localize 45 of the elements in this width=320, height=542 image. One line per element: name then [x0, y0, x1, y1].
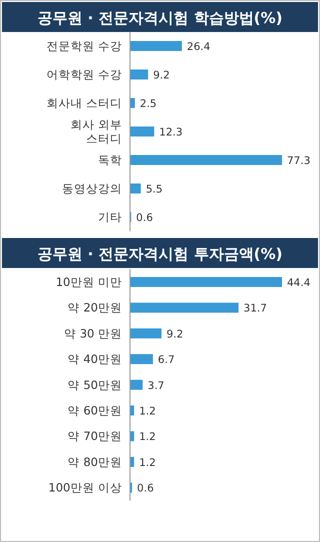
- y-tick-label: 회사 외부 스터디: [70, 118, 122, 146]
- data-label: 5.5: [146, 184, 163, 196]
- bar: [130, 126, 154, 136]
- bar: [130, 380, 143, 390]
- data-label: 2.5: [140, 98, 157, 110]
- data-label: 12.3: [159, 126, 183, 138]
- bar: [130, 354, 153, 364]
- bar: [130, 98, 135, 108]
- y-tick-label: 기타: [98, 210, 122, 224]
- y-tick-label: 약 30 만원: [64, 326, 122, 340]
- bar: [130, 184, 141, 194]
- y-tick-label: 약 80만원: [68, 454, 122, 469]
- bar: [130, 70, 148, 80]
- data-label: 77.3: [287, 155, 310, 167]
- bar: [130, 155, 282, 165]
- y-tick-label: 전문학원 수강: [46, 39, 122, 53]
- y-tick-label: 약 40만원: [68, 352, 122, 366]
- chart-title: 공무원 · 전문자격시험 학습방법(%): [37, 9, 283, 27]
- chart-title: 공무원 · 전문자격시험 투자금액(%): [37, 245, 283, 263]
- y-tick-label: 100만원 이상: [48, 480, 122, 495]
- y-tick-label: 동영상강의: [62, 182, 122, 196]
- data-label: 1.2: [139, 456, 156, 469]
- bar: [130, 302, 239, 313]
- y-tick-label: 어학학원 수강: [46, 68, 122, 82]
- bar: [130, 277, 282, 287]
- data-label: 6.7: [158, 354, 175, 366]
- y-tick-label: 약 20만원: [68, 300, 122, 315]
- y-tick-label: 회사내 스터디: [46, 96, 122, 110]
- data-label: 0.6: [137, 482, 154, 495]
- y-tick-label: 독학: [98, 153, 122, 167]
- data-label: 1.2: [139, 431, 156, 444]
- data-label: 9.2: [166, 328, 184, 340]
- data-label: 0.6: [136, 212, 154, 224]
- y-tick-label: 10만원 미만: [56, 275, 122, 289]
- data-label: 26.4: [186, 41, 211, 53]
- data-label: 31.7: [244, 302, 267, 315]
- bar: [130, 328, 162, 338]
- bar: [130, 41, 182, 51]
- y-tick-label: 약 70만원: [68, 429, 122, 444]
- data-label: 44.4: [287, 277, 311, 289]
- y-tick-label: 약 50만원: [68, 378, 122, 392]
- y-tick-label: 약 60만원: [68, 404, 122, 418]
- data-label: 9.2: [153, 70, 170, 82]
- data-label: 3.7: [148, 380, 164, 392]
- data-label: 1.2: [139, 406, 156, 418]
